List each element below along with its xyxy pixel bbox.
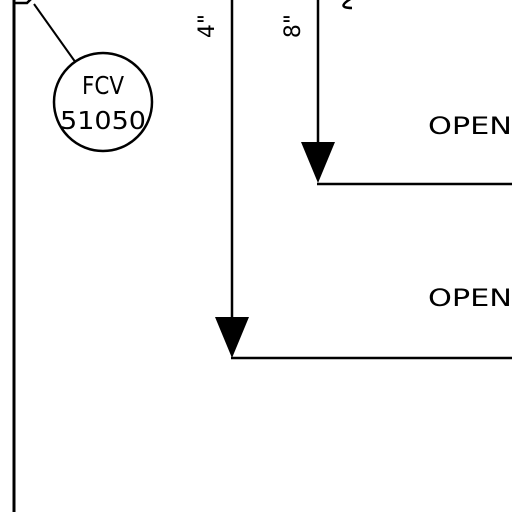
instrument-bubble-fcv[interactable]: FCV 51050 — [52, 51, 154, 153]
instrument-leader-line — [33, 3, 77, 64]
pipe-8-arrow-icon — [301, 142, 335, 183]
pipe-8-inch: 8" OPEN — [281, 0, 512, 186]
pipe-4-size-label: 4" — [195, 14, 220, 38]
instrument-tag-line1: FCV — [82, 71, 124, 100]
pipe-4-arrow-icon — [215, 317, 249, 358]
instrument-circle — [52, 51, 154, 153]
valve-box-fragment — [14, 0, 32, 5]
pipe-4-open-label: OPEN — [428, 284, 512, 312]
pipe-8-open-label: OPEN — [428, 112, 512, 140]
pipe-8-size-label: 8" — [281, 14, 306, 38]
cropped-glyph-fragment — [342, 0, 353, 10]
pipe-4-inch: 4" OPEN — [195, 0, 512, 360]
instrument-tag-line2: 51050 — [60, 106, 146, 135]
